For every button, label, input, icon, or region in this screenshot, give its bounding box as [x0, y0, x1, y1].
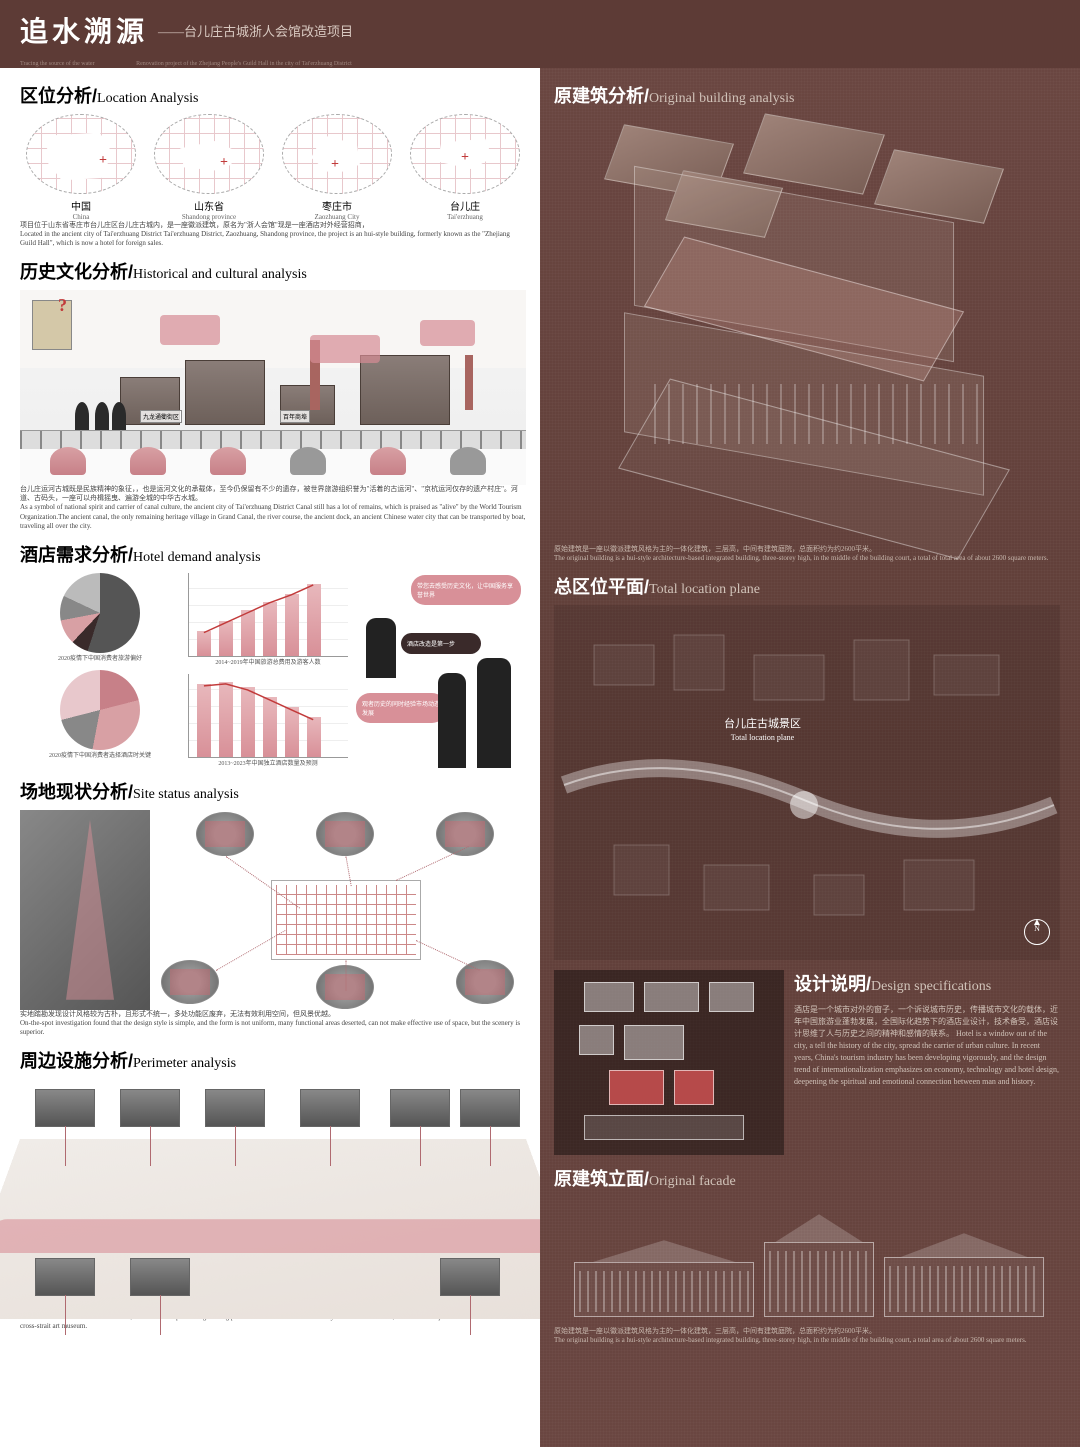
section-site: 场地现状分析/Site status analysis 酒店大堂 酒店内走廊 西… — [20, 778, 526, 1037]
perimeter-title: 周边设施分析/Perimeter analysis — [20, 1047, 526, 1073]
axonometric-diagram — [554, 114, 1060, 539]
site-caption: 实地踏勘发现设计风格较为古朴，且形式不统一，多处功能区废弃，无法有效利用空间，但… — [20, 1010, 526, 1037]
site-plan-detail — [554, 970, 784, 1155]
page-title-cn: 追水溯源 — [20, 10, 148, 50]
hotel-charts: 2020疫情下中国消费者旅游偏好 2020疫情下中国消费者选择酒店时关键 — [20, 573, 526, 768]
bar-chart-1 — [188, 573, 348, 657]
main-layout: 区位分析/Location Analysis + 中国China + 山东省Sh… — [0, 68, 1080, 1447]
design-title: 设计说明/Design specifications — [794, 970, 1060, 996]
historical-caption: 台儿庄运河古城既是民族精神的象征，，也是运河文化的承载体，至今仍保留有不少的遗存… — [20, 485, 526, 530]
original-building-caption: 原始建筑是一座以徽派建筑风格为主的一体化建筑，三层高，中间有建筑庭院，总面积约为… — [554, 545, 1060, 563]
hotel-people-illustration: 带您去感受历史文化，让中国服务享誉世界 酒店改造是第一步 观者历史的同时经验市场… — [356, 573, 526, 768]
map-china: + 中国China — [20, 114, 142, 221]
site-perspective — [20, 810, 150, 1010]
section-location: 区位分析/Location Analysis + 中国China + 山东省Sh… — [20, 82, 526, 248]
pie-chart-1 — [60, 573, 140, 653]
header-en-line: Tracing the source of the water Renovati… — [0, 60, 1080, 68]
section-perimeter: 周边设施分析/Perimeter analysis 酒店背依京杭运河，前临广场，… — [20, 1047, 526, 1331]
original-building-title: 原建筑分析/Original building analysis — [554, 82, 1060, 108]
design-paragraph: 酒店是一个城市对外的窗子，一个诉说城市历史，传播城市文化的载体，近年中国旅游业蓬… — [794, 1004, 1060, 1088]
right-column: 原建筑分析/Original building analysis 原始建筑是一座… — [540, 68, 1080, 1447]
page-subtitle-cn: ——台儿庄古城浙人会馆改造项目 — [158, 21, 353, 40]
compass-icon: ▲ N — [1024, 919, 1050, 945]
total-location-map: 台儿庄古城景区 Total location plane ▲ N — [554, 605, 1060, 960]
map-taierzhuang: + 台儿庄Tai'erzhuang — [404, 114, 526, 221]
historical-collage: ? 九龙通衢街区 百年商埠 — [20, 290, 526, 485]
historical-title: 历史文化分析/Historical and cultural analysis — [20, 258, 526, 284]
section-facade: 原建筑立面/Original facade 原始建筑是一座以徽派建筑风格为主的一… — [554, 1165, 1060, 1345]
section-design: 设计说明/Design specifications 酒店是一个城市对外的窗子，… — [554, 970, 1060, 1155]
site-title: 场地现状分析/Site status analysis — [20, 778, 526, 804]
map-shandong: + 山东省Shandong province — [148, 114, 270, 221]
header-bar: 追水溯源 ——台儿庄古城浙人会馆改造项目 — [0, 0, 1080, 60]
facade-caption: 原始建筑是一座以徽派建筑风格为主的一体化建筑，三层高，中间有建筑庭院，总面积约为… — [554, 1327, 1060, 1345]
pie-chart-2 — [60, 670, 140, 750]
site-diagram: 酒店大堂 酒店内走廊 西厢房 浙人会馆入口 古酒储存平米 主廊道 — [20, 810, 526, 1010]
perimeter-diagram — [20, 1079, 526, 1304]
section-original-building: 原建筑分析/Original building analysis 原始建筑是一座… — [554, 82, 1060, 563]
facade-drawing — [554, 1197, 1060, 1327]
total-location-title: 总区位平面/Total location plane — [554, 573, 1060, 599]
site-floorplan — [271, 880, 421, 960]
section-hotel: 酒店需求分析/Hotel demand analysis 2020疫情下中国消费… — [20, 541, 526, 768]
location-title: 区位分析/Location Analysis — [20, 82, 526, 108]
bar-chart-2 — [188, 674, 348, 758]
facade-title: 原建筑立面/Original facade — [554, 1165, 1060, 1191]
hotel-title: 酒店需求分析/Hotel demand analysis — [20, 541, 526, 567]
location-maps-row: + 中国China + 山东省Shandong province + 枣庄市Za… — [20, 114, 526, 221]
map-zaozhuang: + 枣庄市Zaozhuang City — [276, 114, 398, 221]
section-total-location: 总区位平面/Total location plane 台儿 — [554, 573, 1060, 960]
section-historical: 历史文化分析/Historical and cultural analysis … — [20, 258, 526, 530]
left-column: 区位分析/Location Analysis + 中国China + 山东省Sh… — [0, 68, 540, 1447]
location-caption: 项目位于山东省枣庄市台儿庄区台儿庄古城内，是一座徽派建筑，原名为"浙人会馆"现是… — [20, 221, 526, 248]
